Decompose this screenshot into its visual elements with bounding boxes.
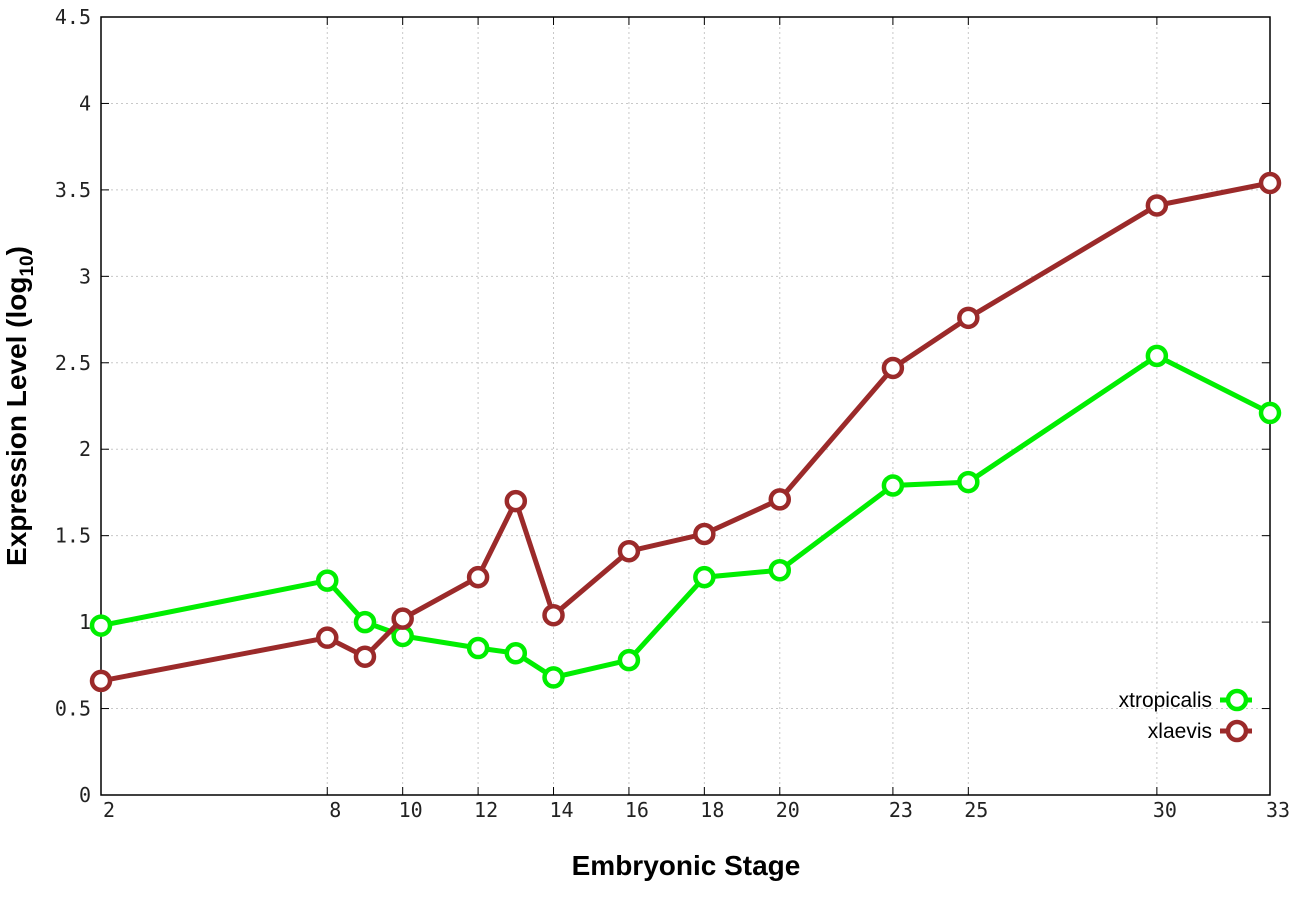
plot-frame xyxy=(100,16,1271,796)
data-series xyxy=(89,171,1282,693)
y-tick-label: 1.5 xyxy=(55,524,91,548)
x-tick-label: 2 xyxy=(103,798,115,822)
data-point-xlaevis xyxy=(466,565,490,589)
data-point-xtropicalis xyxy=(316,569,339,592)
data-point-xtropicalis xyxy=(881,474,905,497)
legend-swatch-marker xyxy=(1225,688,1249,712)
y-axis-title-close: ) xyxy=(1,246,32,255)
y-axis-title-subscript: 10 xyxy=(17,255,38,276)
legend-label: xtropicalis xyxy=(1119,689,1212,712)
legend: xtropicalis xlaevis xyxy=(1119,688,1252,743)
data-point-xlaevis xyxy=(316,626,339,649)
axis-ticks: 0 0.5 1 1.5 2 2.5 3 3.5 4 4.5 2 8 10 12 14 16 18 20 23 25 30… xyxy=(55,5,1290,822)
data-point-xtropicalis xyxy=(957,470,980,494)
data-point-xlaevis xyxy=(957,306,980,330)
series-xtropicalis xyxy=(89,344,1282,689)
data-point-xlaevis xyxy=(89,669,113,693)
data-point-xlaevis xyxy=(542,603,565,627)
data-point-xtropicalis xyxy=(353,610,377,634)
data-point-xtropicalis xyxy=(693,565,716,589)
y-tick-label: 0 xyxy=(79,783,91,807)
x-tick-label: 12 xyxy=(474,798,498,822)
legend-swatch-marker xyxy=(1225,719,1249,743)
x-tick-label: 20 xyxy=(776,798,800,822)
data-point-xtropicalis xyxy=(1258,401,1282,425)
x-tick-label: 18 xyxy=(700,798,724,822)
y-tick-label: 4.5 xyxy=(55,5,91,29)
x-tick-label: 8 xyxy=(329,798,341,822)
data-point-xtropicalis xyxy=(768,558,792,582)
data-point-xtropicalis xyxy=(542,666,565,689)
x-tick-label: 16 xyxy=(625,798,649,822)
data-point-xlaevis xyxy=(768,488,792,511)
data-point-xlaevis xyxy=(1258,171,1282,195)
data-point-xlaevis xyxy=(1145,194,1169,217)
data-point-xtropicalis xyxy=(504,641,528,665)
data-point-xtropicalis xyxy=(617,648,641,672)
data-point-xlaevis xyxy=(391,607,414,630)
y-tick-label: 0.5 xyxy=(55,697,91,721)
x-tick-label: 14 xyxy=(549,798,573,822)
y-tick-label: 2.5 xyxy=(55,351,91,375)
x-axis-title: Embryonic Stage xyxy=(572,850,801,881)
data-point-xlaevis xyxy=(617,539,641,563)
y-tick-label: 2 xyxy=(79,437,91,461)
legend-label: xlaevis xyxy=(1148,720,1212,743)
x-tick-label: 25 xyxy=(964,798,988,822)
x-tick-label: 33 xyxy=(1266,798,1290,822)
y-axis-title-main: Expression Level (log xyxy=(1,277,32,566)
x-tick-label: 23 xyxy=(889,798,913,822)
data-point-xtropicalis xyxy=(89,614,113,637)
y-axis-title: Expression Level (log10) xyxy=(1,246,38,566)
grid-lines xyxy=(101,17,1270,795)
data-point-xlaevis xyxy=(353,645,377,668)
y-tick-label: 3.5 xyxy=(55,178,91,202)
series-line-xlaevis xyxy=(100,180,1271,684)
y-tick-label: 1 xyxy=(79,610,91,634)
data-point-xtropicalis xyxy=(466,636,490,660)
data-point-xtropicalis xyxy=(1145,344,1169,368)
x-tick-label: 30 xyxy=(1153,798,1177,822)
y-tick-label: 4 xyxy=(79,91,91,115)
x-tick-label: 10 xyxy=(399,798,423,822)
series-xlaevis xyxy=(89,171,1282,693)
data-point-xlaevis xyxy=(504,489,528,513)
y-tick-label: 3 xyxy=(79,264,91,288)
series-line-xtropicalis xyxy=(100,353,1272,681)
data-point-xlaevis xyxy=(881,356,905,380)
data-point-xlaevis xyxy=(693,522,716,546)
